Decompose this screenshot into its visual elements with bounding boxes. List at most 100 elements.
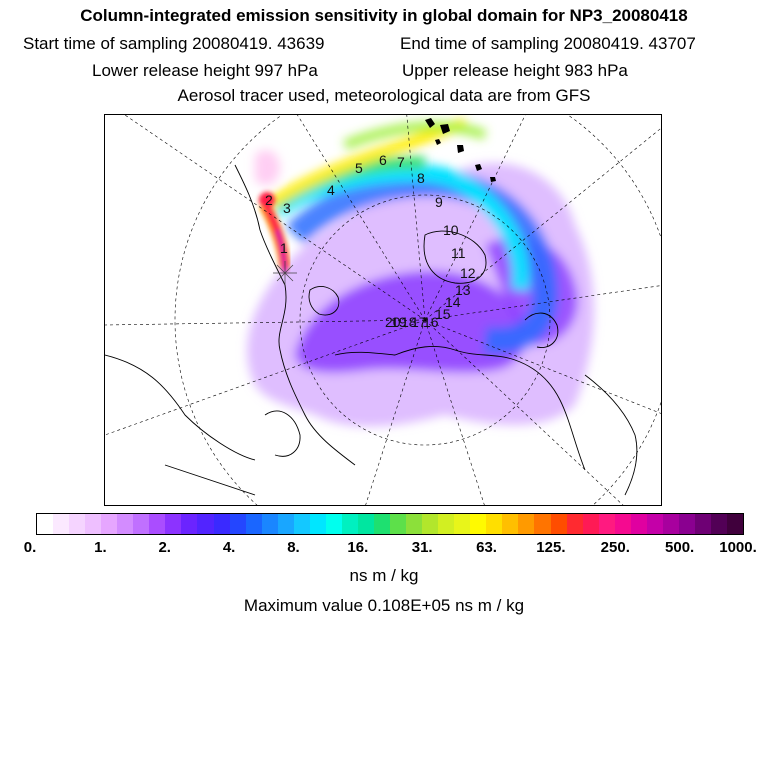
colorbar-cell [598,514,615,534]
track-label: 2 [265,192,273,208]
track-label: 6 [379,152,387,168]
sensitivity-field [247,117,594,427]
track-label: 16 [423,314,439,330]
colorbar-cell [373,514,391,534]
coast-greenland [423,230,487,284]
colorbar-cell [341,514,358,534]
track-label: 13 [455,282,471,298]
colorbar [36,513,744,535]
meridian [297,115,426,321]
colorbar-cell [406,514,423,534]
sensitivity-map: 1 2 3 4 5 6 7 8 9 10 11 12 13 14 15 16 17 18 19 20 [104,114,662,506]
source-plume [259,192,291,274]
field-purple [295,271,526,373]
island [475,164,482,171]
field-low-west [255,150,280,186]
aerosol-note: Aerosol tracer used, meteorological data… [177,86,591,105]
colorbar-cell [470,514,487,534]
colorbar-tick-label: 31. [411,539,433,556]
island [425,118,435,128]
colorbar-tick-label: 16. [347,539,369,556]
meridian [124,115,426,321]
field-blue-arc [285,170,559,354]
colorbar-cell [390,514,407,534]
track-label: 18 [401,314,417,330]
colorbar-cell [181,514,198,534]
island [435,139,441,145]
colorbar-cell [678,514,695,534]
colorbar-cell [630,514,647,534]
field-top-band [343,121,487,150]
upper-release-label: Upper release height 983 hPa [402,61,628,80]
colorbar-cell [550,514,567,534]
meridian [424,319,624,505]
track-label: 10 [443,222,459,238]
plot-title: Column-integrated emission sensitivity i… [80,6,688,25]
colorbar-cell [518,514,535,534]
meridian [406,115,426,321]
colorbar-cell [149,514,166,534]
coast-europe [584,374,638,496]
track-label: 19 [391,314,407,330]
colorbar-cell [486,514,503,534]
track-label: 3 [283,200,291,216]
colorbar-cell [422,514,439,534]
island [457,145,464,153]
meridian [105,319,426,326]
colorbar-cell [133,514,150,534]
arctic-island-dots [425,118,496,182]
colorbar-cell [261,514,278,534]
end-time-label: End time of sampling 20080419. 43707 [400,34,696,53]
plume-red-blob [259,192,275,208]
coastlines [105,164,638,496]
colorbar-tick-label: 4. [222,539,236,556]
colorbar-tick-label: 2. [158,539,171,556]
coast-eurasia [334,345,586,471]
colorbar-tick-label: 8. [287,539,300,556]
colorbar-tick-label: 500. [665,539,695,556]
colorbar-cell [165,514,182,534]
colorbar-cell [325,514,342,534]
track-label: 15 [435,306,451,322]
colorbar-tick-label: 250. [600,539,630,556]
track-label: 7 [397,154,405,170]
track-label: 9 [435,194,443,210]
colorbar-cell [694,514,711,534]
track-label: 20 [385,314,401,330]
meridian [105,319,426,436]
colorbar-tick-label: 125. [536,539,566,556]
track-label: 12 [460,265,476,281]
meridian [424,285,661,321]
track-label: 5 [355,160,363,176]
colorbar-tick-label: 63. [476,539,497,556]
coast-atlantic [164,464,256,496]
colorbar-cell [566,514,583,534]
colorbar-cell [309,514,326,534]
maximum-value-label: Maximum value 0.108E+05 ns m / kg [243,596,525,615]
colorbar-cell [710,514,728,534]
colorbar-cell [85,514,102,534]
track-label: 8 [417,170,425,186]
track-label: 17 [411,314,427,330]
graticule [105,115,661,505]
colorbar-cell [614,514,631,534]
colorbar-cell [662,514,679,534]
start-time-label: Start time of sampling 20080419. 43639 [23,34,325,53]
island [440,124,450,134]
colorbar-cell [37,514,54,534]
release-point [273,261,297,285]
colorbar-cell [101,514,118,534]
colorbar-cell [502,514,519,534]
coast-arctic-islands [308,286,340,316]
field-purple-east [485,237,578,345]
colorbar-cell [534,514,551,534]
coast-north-america [234,164,356,466]
colorbar-cell [245,514,262,534]
track-label: 14 [445,294,461,310]
coast-hudson [264,410,301,457]
colorbar-cell [454,514,471,534]
island [490,177,496,182]
track-label: 11 [451,245,466,261]
